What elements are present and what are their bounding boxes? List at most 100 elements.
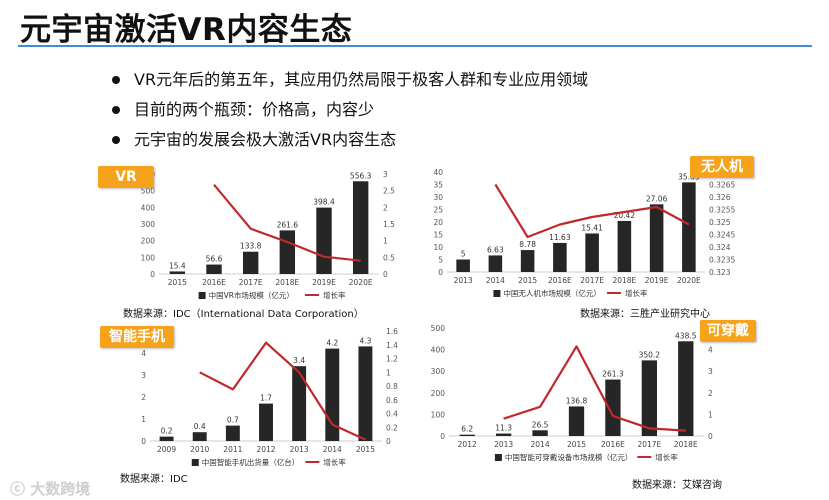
bar bbox=[456, 259, 470, 272]
watermark-logo: ⓒ 大数跨境 bbox=[10, 480, 91, 498]
legend-label-bar: 中国无人机市场规模（亿元） bbox=[503, 288, 601, 298]
vr-source: 数据来源：IDC（International Data Corporation） bbox=[123, 309, 364, 320]
data-label: 3.4 bbox=[293, 356, 305, 365]
x-tick-label: 2014 bbox=[531, 440, 550, 449]
data-label: 261.3 bbox=[602, 370, 624, 379]
x-tick-label: 2011 bbox=[223, 445, 242, 454]
data-label: 136.8 bbox=[566, 396, 588, 405]
data-label: 1.7 bbox=[260, 394, 272, 403]
data-label: 11.63 bbox=[549, 233, 571, 242]
legend-label-line: 增长率 bbox=[625, 288, 648, 298]
wearable-chart: 01002003004005000123456.2201211.3201326.… bbox=[431, 324, 713, 462]
data-label: 438.5 bbox=[675, 331, 697, 340]
data-label: 6.63 bbox=[487, 245, 504, 254]
legend-label-bar: 中国VR市场规模（亿元） bbox=[209, 290, 294, 300]
data-label: 398.4 bbox=[313, 198, 335, 207]
y-tick-label: 10 bbox=[433, 243, 443, 252]
bar bbox=[206, 264, 222, 274]
y2-tick-label: 0 bbox=[708, 432, 713, 441]
bar bbox=[316, 207, 332, 274]
bullet-item: 目前的两个瓶颈：价格高，内容少 bbox=[112, 100, 588, 120]
data-label: 5 bbox=[461, 250, 466, 259]
data-label: 6.2 bbox=[461, 425, 473, 434]
y-tick-label: 400 bbox=[141, 203, 156, 212]
smartphone-chart: 01234500.20.40.60.811.21.41.60.220090.42… bbox=[141, 327, 398, 467]
x-tick-label: 2016E bbox=[202, 278, 226, 287]
y-tick-label: 5 bbox=[438, 256, 443, 265]
data-label: 56.6 bbox=[206, 255, 223, 264]
y-tick-label: 0 bbox=[150, 270, 155, 279]
data-label: 4.2 bbox=[326, 339, 338, 348]
vr-tag: VR bbox=[98, 166, 154, 188]
y-tick-label: 300 bbox=[431, 367, 446, 376]
y-tick-label: 25 bbox=[433, 206, 443, 215]
growth-line bbox=[213, 183, 361, 262]
data-label: 0.2 bbox=[161, 427, 173, 436]
y-tick-label: 100 bbox=[431, 410, 446, 419]
watermark-text: 大数跨境 bbox=[30, 480, 91, 498]
wearable-source: 数据来源：艾媒咨询 bbox=[632, 480, 722, 491]
y2-tick-label: 0.3255 bbox=[709, 206, 735, 215]
x-tick-label: 2018E bbox=[275, 278, 299, 287]
y2-tick-label: 1 bbox=[386, 368, 391, 377]
y-tick-label: 30 bbox=[433, 193, 443, 202]
drone-chart: 0 5 10 15 20 25 30 35 40 0.323 0.3235 0.324 0.3245 0.… bbox=[433, 168, 735, 298]
y2-tick-label: 0.323 bbox=[709, 268, 731, 277]
y2-tick-label: 0.6 bbox=[386, 396, 398, 405]
y2-tick-label: 0.2 bbox=[386, 423, 398, 432]
y2-tick-label: 1.4 bbox=[386, 341, 398, 350]
x-tick-label: 2013 bbox=[494, 440, 513, 449]
y-tick-label: 300 bbox=[141, 220, 156, 229]
bar bbox=[259, 403, 273, 441]
x-tick-label: 2019E bbox=[312, 278, 336, 287]
bar bbox=[495, 433, 512, 436]
y-tick-label: 35 bbox=[433, 181, 443, 190]
x-tick-label: 2013 bbox=[454, 276, 473, 285]
y-tick-label: 40 bbox=[433, 168, 443, 177]
x-tick-label: 2015 bbox=[356, 445, 375, 454]
x-tick-label: 2015 bbox=[567, 440, 586, 449]
x-tick-label: 2014 bbox=[486, 276, 505, 285]
bullet-item: VR元年后的第五年，其应用仍然局限于极客人群和专业应用领域 bbox=[112, 70, 588, 90]
legend-swatch-bar bbox=[198, 292, 206, 299]
y-tick-label: 3 bbox=[141, 371, 146, 380]
bar bbox=[678, 341, 694, 436]
bar bbox=[292, 366, 307, 441]
y2-tick-label: 1.5 bbox=[383, 220, 395, 229]
y2-tick-label: 0 bbox=[386, 437, 391, 446]
data-label: 556.3 bbox=[350, 171, 372, 180]
y2-tick-label: 2 bbox=[708, 389, 713, 398]
y2-tick-label: 0.3235 bbox=[709, 256, 735, 265]
drone-tag: 无人机 bbox=[690, 156, 754, 178]
y2-tick-label: 0.3245 bbox=[709, 231, 735, 240]
data-label: 15.41 bbox=[581, 223, 603, 232]
y-tick-label: 4 bbox=[141, 349, 146, 358]
x-tick-label: 2020E bbox=[677, 276, 701, 285]
x-tick-label: 2015 bbox=[518, 276, 537, 285]
bar bbox=[649, 204, 664, 272]
smartphone-source: 数据来源：IDC bbox=[120, 474, 188, 485]
bar bbox=[617, 220, 632, 272]
y2-tick-label: 0.324 bbox=[709, 243, 731, 252]
legend-label-line: 增长率 bbox=[323, 290, 346, 300]
legend-label-line: 增长率 bbox=[323, 457, 346, 467]
bar bbox=[532, 430, 548, 436]
y-tick-label: 0 bbox=[141, 437, 146, 446]
y-tick-label: 20 bbox=[433, 218, 443, 227]
legend-label-bar: 中国智能手机出货量（亿台） bbox=[202, 457, 300, 467]
y-tick-label: 0 bbox=[438, 268, 443, 277]
y2-tick-label: 1 bbox=[383, 237, 388, 246]
bullet-text: VR元年后的第五年，其应用仍然局限于极客人群和专业应用领域 bbox=[134, 70, 589, 89]
x-tick-label: 2015 bbox=[168, 278, 187, 287]
y-tick-label: 500 bbox=[431, 324, 446, 333]
y2-tick-label: 3 bbox=[383, 170, 388, 179]
bar bbox=[352, 181, 369, 274]
data-label: 133.8 bbox=[240, 242, 262, 251]
data-label: 350.2 bbox=[639, 350, 661, 359]
bar bbox=[169, 271, 186, 274]
x-tick-label: 2013 bbox=[290, 445, 309, 454]
y2-tick-label: 1.2 bbox=[386, 355, 398, 364]
legend-swatch-bar bbox=[493, 290, 501, 297]
bullet-dot bbox=[112, 106, 120, 114]
page-title: 元宇宙激活VR内容生态 bbox=[20, 12, 353, 48]
